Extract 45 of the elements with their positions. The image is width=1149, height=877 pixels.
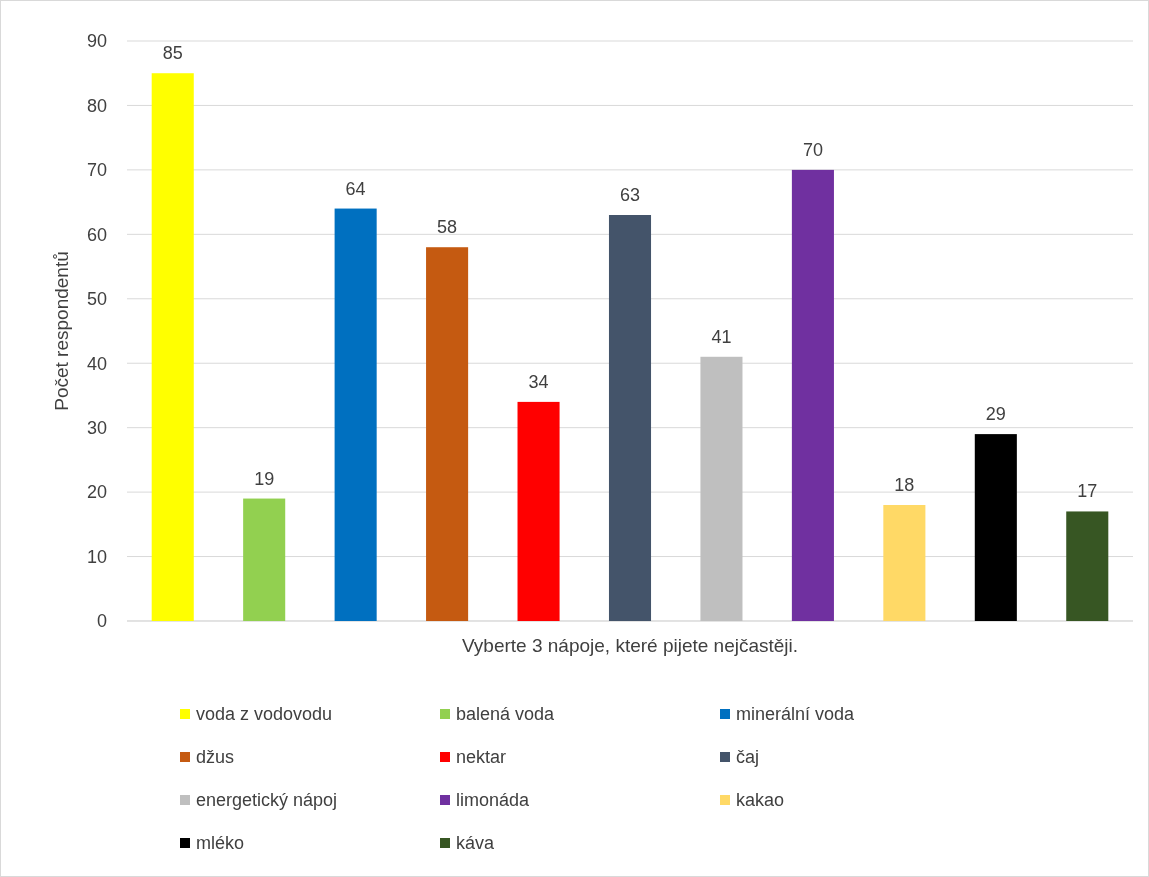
legend-label: čaj bbox=[736, 747, 760, 768]
y-tick-label: 60 bbox=[86, 224, 107, 245]
data-label: 19 bbox=[254, 468, 275, 489]
bar bbox=[517, 401, 560, 621]
y-tick-label: 0 bbox=[96, 611, 107, 632]
y-tick-label: 90 bbox=[86, 31, 107, 52]
legend-label: káva bbox=[456, 833, 496, 854]
bar bbox=[334, 208, 377, 621]
bar bbox=[426, 247, 469, 621]
legend-label: limonáda bbox=[456, 790, 531, 811]
legend-label: nektar bbox=[456, 747, 507, 768]
data-label: 63 bbox=[619, 185, 641, 205]
data-label: 29 bbox=[985, 404, 1006, 425]
bar bbox=[243, 498, 286, 621]
y-tick-label: 10 bbox=[86, 546, 107, 567]
bar bbox=[883, 505, 926, 621]
legend-label: balená voda bbox=[456, 704, 556, 725]
data-label: 85 bbox=[162, 43, 183, 64]
data-label: 64 bbox=[345, 178, 366, 199]
y-tick-label: 40 bbox=[86, 353, 107, 374]
y-tick-label: 80 bbox=[86, 95, 107, 116]
data-label: 58 bbox=[437, 217, 458, 238]
x-axis-title: Vyberte 3 nápoje, které pijete nejčastěji. bbox=[461, 635, 799, 656]
data-label: 70 bbox=[802, 139, 823, 160]
bar bbox=[791, 169, 834, 621]
y-axis-title: Počet respondentů bbox=[51, 251, 72, 411]
bar bbox=[700, 356, 743, 621]
y-tick-label: 70 bbox=[86, 160, 107, 181]
legend-label: mléko bbox=[196, 833, 245, 854]
bar bbox=[974, 434, 1017, 621]
data-label: 18 bbox=[894, 475, 915, 495]
bar bbox=[151, 73, 194, 621]
data-label: 17 bbox=[1077, 481, 1098, 502]
bar bbox=[1066, 511, 1109, 621]
y-tick-label: 30 bbox=[86, 417, 107, 438]
legend-label: kakao bbox=[736, 790, 785, 811]
y-tick-label: 20 bbox=[86, 482, 107, 503]
data-label: 41 bbox=[711, 326, 732, 347]
legend-label: voda z vodovodu bbox=[196, 704, 333, 725]
legend-label: energetický nápoj bbox=[196, 790, 338, 811]
y-tick-label: 50 bbox=[86, 289, 107, 310]
legend-label: džus bbox=[196, 747, 235, 768]
legend-label: minerální voda bbox=[736, 704, 856, 725]
bar bbox=[608, 215, 652, 621]
data-label: 34 bbox=[528, 371, 549, 392]
